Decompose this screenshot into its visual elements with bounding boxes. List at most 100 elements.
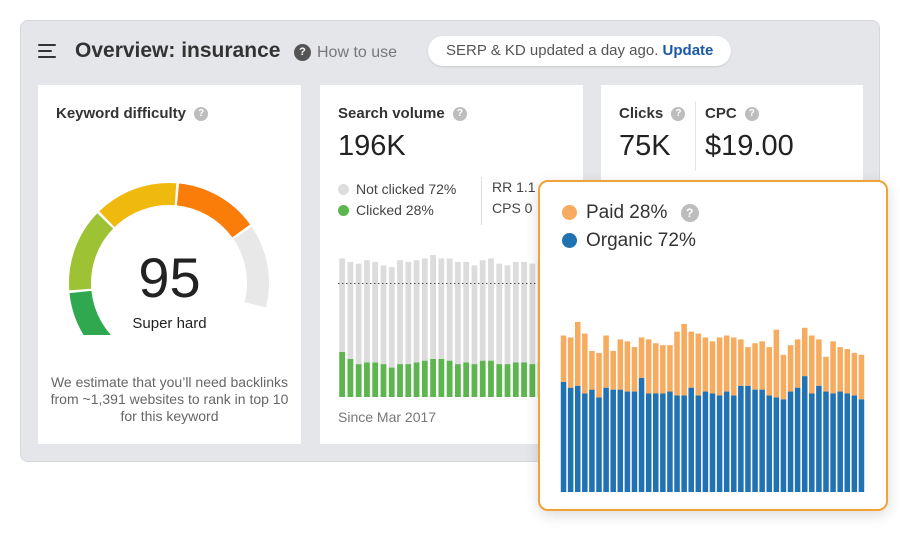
how-to-use-link[interactable]: ? How to use — [294, 44, 397, 62]
clicked-bar — [446, 360, 453, 397]
paid-bar — [582, 333, 588, 394]
clicked-bar — [504, 364, 511, 397]
clicked-bar — [430, 358, 436, 397]
organic-bar — [823, 391, 829, 492]
organic-bar — [809, 393, 815, 492]
organic-bar — [631, 391, 638, 492]
paid-legend: Paid 28% ? — [562, 202, 699, 224]
clicks-breakdown-popup: Paid 28% ? Organic 72% — [538, 180, 888, 511]
clicks-cpc-card: Clicks ? 75K CPC ? $19.00 — [601, 85, 863, 185]
clicked-bar — [372, 362, 379, 397]
paid-bar — [695, 333, 702, 396]
clicked-bar — [529, 364, 536, 397]
search-volume-label-row: Search volume ? — [338, 105, 467, 122]
clicked-bar — [413, 362, 420, 397]
paid-bar — [638, 337, 645, 379]
paid-bar — [688, 331, 694, 388]
clicked-bar — [421, 360, 428, 397]
clicks-value: 75K — [619, 130, 671, 162]
paid-bar — [787, 345, 794, 392]
paid-label: Paid 28% — [586, 202, 668, 223]
difficulty-gauge — [69, 183, 269, 335]
keyword-difficulty-card: Keyword difficulty ? 95 Super hard We es… — [38, 85, 301, 444]
keyword-difficulty-help-icon[interactable]: ? — [194, 107, 209, 122]
paid-bar — [851, 352, 858, 396]
organic-bar — [830, 393, 836, 492]
organic-bar — [787, 391, 794, 492]
organic-bar — [695, 395, 702, 492]
organic-bar — [716, 395, 723, 492]
paid-dot — [562, 205, 577, 220]
paid-bar — [631, 347, 638, 392]
organic-bar — [617, 389, 624, 492]
update-status-text: SERP & KD updated a day ago. — [446, 42, 659, 59]
not-clicked-bar — [430, 255, 436, 359]
paid-bar — [731, 337, 737, 396]
organic-dot — [562, 233, 577, 248]
paid-bar — [702, 337, 709, 392]
organic-bar — [794, 387, 801, 492]
paid-help-icon[interactable]: ? — [680, 204, 699, 222]
organic-bar — [801, 376, 808, 492]
update-link[interactable]: Update — [662, 42, 714, 59]
organic-bar — [709, 393, 716, 492]
organic-bar — [652, 393, 659, 492]
difficulty-level: Super hard — [132, 315, 207, 332]
paid-bar — [830, 341, 836, 394]
not-clicked-dot — [338, 184, 349, 195]
gauge-segment — [69, 290, 111, 335]
search-volume-help-icon[interactable]: ? — [452, 107, 467, 122]
not-clicked-bar — [355, 263, 362, 365]
paid-bar — [681, 323, 687, 396]
clicked-bar — [496, 364, 503, 397]
clicked-bar — [479, 360, 486, 397]
paid-bar — [780, 354, 787, 400]
hamburger-menu-icon[interactable] — [38, 44, 56, 58]
organic-bar — [567, 387, 574, 492]
paid-bar — [610, 350, 616, 390]
paid-bar — [645, 339, 652, 394]
organic-bar — [738, 385, 744, 492]
clicks-help-icon[interactable]: ? — [671, 107, 686, 122]
organic-bar — [645, 393, 652, 492]
not-clicked-bar — [405, 261, 412, 365]
organic-bar — [702, 391, 709, 492]
paid-bar — [624, 341, 631, 392]
how-to-use-label: How to use — [317, 44, 398, 61]
not-clicked-bar — [364, 260, 370, 363]
clicked-bar — [380, 364, 387, 397]
gauge-segment — [233, 226, 269, 308]
paid-bar — [801, 327, 808, 377]
clicked-bar — [397, 364, 403, 397]
paid-bar — [660, 345, 666, 394]
paid-bar — [773, 329, 780, 398]
organic-bar — [560, 381, 567, 492]
paid-bar — [844, 349, 851, 394]
not-clicked-bar — [529, 263, 536, 365]
keyword-difficulty-label: Keyword difficulty — [56, 105, 187, 122]
not-clicked-bar — [372, 261, 379, 363]
clicked-bar — [347, 358, 354, 397]
organic-bar — [603, 387, 609, 492]
organic-bar — [688, 387, 694, 492]
difficulty-score: 95 — [138, 246, 201, 309]
clicked-label: Clicked 28% — [356, 202, 434, 218]
cpc-label: CPC — [705, 105, 737, 122]
not-clicked-bar — [347, 261, 354, 359]
cps-stat: CPS 0 — [492, 200, 533, 216]
not-clicked-bar — [479, 260, 486, 361]
cpc-help-icon[interactable]: ? — [744, 107, 759, 122]
organic-bar — [759, 389, 765, 492]
search-volume-value: 196K — [338, 130, 406, 162]
gauge-segment — [99, 183, 177, 228]
organic-bar — [780, 399, 787, 492]
clicked-dot — [338, 205, 349, 216]
organic-bar — [773, 397, 780, 492]
paid-bar — [837, 347, 843, 392]
keyword-difficulty-label-row: Keyword difficulty ? — [56, 105, 209, 122]
search-volume-label: Search volume — [338, 105, 445, 122]
organic-label: Organic 72% — [586, 230, 696, 251]
paid-bar — [809, 335, 815, 394]
not-clicked-bar — [512, 261, 519, 363]
difficulty-description: We estimate that you’ll need backlinks f… — [50, 374, 289, 424]
